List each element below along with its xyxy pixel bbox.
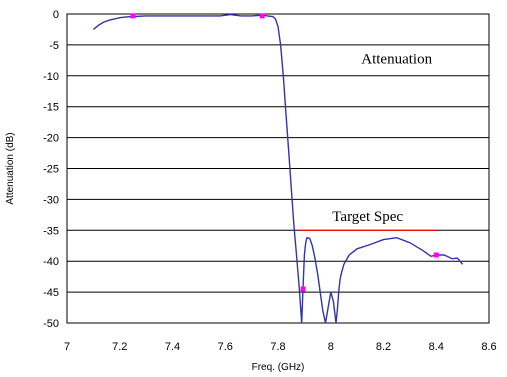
- x-tick-label: 7.2: [112, 341, 127, 353]
- y-tick-label: -20: [43, 133, 59, 145]
- y-tick-label: -10: [43, 71, 59, 83]
- y-tick-label: -45: [43, 287, 59, 299]
- annotation-attenuation: Attenuation: [361, 51, 432, 67]
- y-tick-label: -40: [43, 256, 59, 268]
- x-tick-label: 8.4: [429, 341, 444, 353]
- y-tick-label: -5: [49, 40, 59, 52]
- marker-point: [259, 13, 265, 19]
- annotation-target-spec: Target Spec: [332, 209, 403, 225]
- y-tick-label: -50: [43, 318, 59, 330]
- x-tick-label: 8: [328, 341, 334, 353]
- data-markers: [130, 13, 439, 292]
- x-tick-label: 7.8: [270, 341, 285, 353]
- x-tick-labels: 7 7.2 7.4 7.6 7.8 8 8.2 8.4 8.6: [64, 341, 497, 353]
- y-axis-label: Attenuation (dB): [5, 132, 16, 204]
- marker-point: [300, 286, 306, 292]
- x-tick-label: 8.2: [376, 341, 391, 353]
- x-tick-label: 7.4: [165, 341, 180, 353]
- x-tick-label: 7.6: [218, 341, 233, 353]
- y-tick-label: -25: [43, 164, 59, 176]
- x-tick-label: 8.6: [481, 341, 496, 353]
- x-tick-label: 7: [64, 341, 70, 353]
- marker-point: [130, 13, 136, 19]
- plot-area-border: [66, 13, 490, 324]
- y-tick-labels: 0 -5 -10 -15 -20 -25 -30 -35 -40 -45 -50: [43, 9, 59, 330]
- x-axis-label: Freq. (GHz): [252, 362, 305, 373]
- y-tick-label: -15: [43, 102, 59, 114]
- y-tick-label: -35: [43, 225, 59, 237]
- y-tick-label: -30: [43, 194, 59, 206]
- marker-point: [433, 252, 439, 258]
- attenuation-series-line: [92, 13, 464, 324]
- y-tick-label: 0: [53, 9, 59, 21]
